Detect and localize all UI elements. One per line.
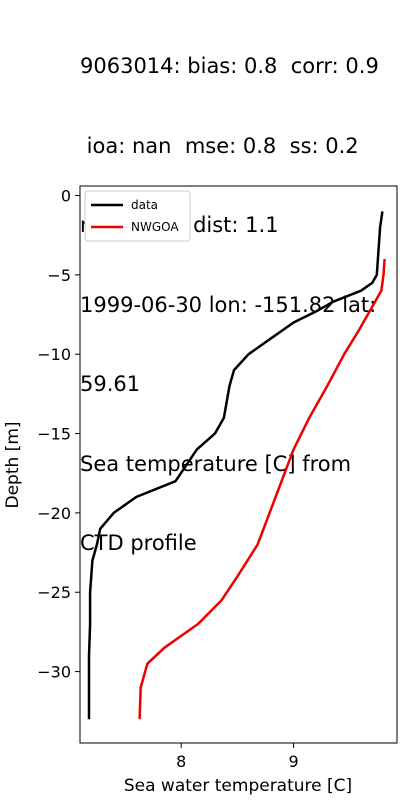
y-tick-label: −15 bbox=[37, 425, 71, 444]
x-axis-label: Sea water temperature [C] bbox=[124, 776, 352, 796]
series-line-data bbox=[87, 211, 384, 720]
legend-box bbox=[84, 190, 191, 242]
y-axis: 0 −5 −10 −15 −20 −25 −30 bbox=[37, 187, 80, 682]
title-line-5: 59.61 bbox=[80, 372, 141, 396]
y-tick-label: −25 bbox=[37, 583, 71, 602]
y-tick-label: −20 bbox=[37, 504, 71, 523]
x-tick-label: 8 bbox=[176, 752, 186, 771]
axes-frame bbox=[79, 185, 398, 744]
title-line-7: CTD profile bbox=[80, 531, 197, 555]
y-tick-label: −30 bbox=[37, 663, 71, 682]
title-line-4: 1999-06-30 lon: -151.82 lat: bbox=[80, 292, 377, 317]
title-line-1: 9063014: bias: 0.8 corr: 0.9 bbox=[80, 54, 379, 78]
plot-area bbox=[87, 211, 386, 720]
legend-data-label: data bbox=[131, 198, 158, 212]
series-line-nwgoa bbox=[138, 258, 386, 720]
y-axis-label: Depth [m] bbox=[3, 421, 23, 508]
y-tick-label: −10 bbox=[37, 345, 71, 364]
legend: data NWGOA bbox=[84, 190, 191, 242]
y-tick-label: 0 bbox=[61, 187, 71, 206]
legend-nwgoa-label: NWGOA bbox=[131, 220, 179, 234]
x-tick-label: 9 bbox=[288, 752, 298, 771]
y-tick-label: −5 bbox=[47, 266, 71, 285]
title-line-2: ioa: nan mse: 0.8 ss: 0.2 bbox=[80, 133, 359, 158]
